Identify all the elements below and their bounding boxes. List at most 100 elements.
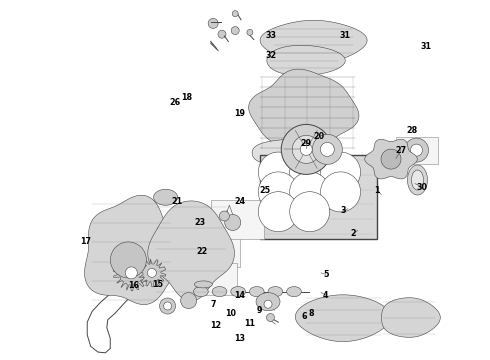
Circle shape <box>218 30 226 38</box>
Text: 9: 9 <box>257 306 263 315</box>
Text: 11: 11 <box>245 320 255 328</box>
Text: 26: 26 <box>170 98 181 107</box>
Circle shape <box>405 138 428 162</box>
Circle shape <box>290 152 330 192</box>
Polygon shape <box>382 298 441 337</box>
Polygon shape <box>248 69 359 154</box>
Text: 28: 28 <box>406 126 417 135</box>
Polygon shape <box>148 201 234 301</box>
Bar <box>396 137 438 164</box>
Text: 10: 10 <box>225 310 236 319</box>
Ellipse shape <box>287 287 301 297</box>
Circle shape <box>225 215 241 230</box>
Text: 30: 30 <box>417 183 428 192</box>
Ellipse shape <box>194 287 208 297</box>
Text: 32: 32 <box>266 51 277 60</box>
Bar <box>211 200 264 239</box>
Text: 1: 1 <box>374 186 380 195</box>
Bar <box>260 155 377 239</box>
Circle shape <box>411 144 422 156</box>
Text: 2: 2 <box>350 230 356 238</box>
Circle shape <box>320 143 334 156</box>
Circle shape <box>231 27 239 35</box>
Text: 24: 24 <box>235 197 245 206</box>
Polygon shape <box>252 139 340 167</box>
Circle shape <box>290 172 330 212</box>
Ellipse shape <box>412 170 423 190</box>
Text: 4: 4 <box>323 291 329 300</box>
Text: 18: 18 <box>182 93 193 102</box>
Circle shape <box>125 267 137 279</box>
Polygon shape <box>295 295 391 342</box>
Polygon shape <box>260 20 367 65</box>
Text: 21: 21 <box>172 197 183 206</box>
Text: 29: 29 <box>301 139 312 148</box>
Text: 12: 12 <box>210 320 221 330</box>
Text: 25: 25 <box>259 186 270 195</box>
Bar <box>184 233 240 267</box>
Ellipse shape <box>231 287 245 297</box>
Circle shape <box>160 298 175 314</box>
Circle shape <box>258 192 298 232</box>
Circle shape <box>110 242 147 278</box>
Text: 31: 31 <box>340 31 351 40</box>
Text: 5: 5 <box>323 270 329 279</box>
Circle shape <box>281 125 331 174</box>
Text: 19: 19 <box>235 109 245 118</box>
Text: 8: 8 <box>308 309 314 318</box>
Ellipse shape <box>268 287 283 297</box>
Text: 7: 7 <box>210 300 216 309</box>
Text: 16: 16 <box>128 281 139 290</box>
Circle shape <box>320 172 361 212</box>
Circle shape <box>247 30 253 35</box>
Polygon shape <box>138 259 166 287</box>
Circle shape <box>196 265 211 281</box>
Circle shape <box>312 134 343 165</box>
Circle shape <box>193 240 204 253</box>
Circle shape <box>264 300 272 308</box>
Text: 17: 17 <box>80 238 91 247</box>
Ellipse shape <box>212 287 227 297</box>
Text: 14: 14 <box>235 291 245 300</box>
Text: 20: 20 <box>313 132 324 141</box>
Text: 15: 15 <box>152 280 163 289</box>
Polygon shape <box>113 255 149 291</box>
Circle shape <box>267 314 274 321</box>
Circle shape <box>179 203 189 213</box>
Text: 33: 33 <box>266 31 277 40</box>
Polygon shape <box>154 189 177 205</box>
Polygon shape <box>267 45 345 76</box>
Ellipse shape <box>249 287 264 297</box>
Circle shape <box>200 250 212 262</box>
Text: 23: 23 <box>195 218 205 227</box>
Circle shape <box>208 18 218 28</box>
Circle shape <box>164 302 171 310</box>
Text: 3: 3 <box>340 206 346 215</box>
Circle shape <box>185 234 212 260</box>
Ellipse shape <box>408 165 427 195</box>
Circle shape <box>320 152 361 192</box>
Circle shape <box>288 35 295 43</box>
Circle shape <box>181 293 196 309</box>
Text: 6: 6 <box>301 312 307 321</box>
Circle shape <box>300 143 312 156</box>
Circle shape <box>209 240 221 253</box>
Circle shape <box>147 269 156 277</box>
Circle shape <box>258 172 298 212</box>
Text: 27: 27 <box>395 146 406 155</box>
Circle shape <box>292 135 320 163</box>
Polygon shape <box>85 195 184 305</box>
Bar <box>184 263 237 295</box>
Text: 22: 22 <box>196 247 207 256</box>
Polygon shape <box>256 293 280 311</box>
Circle shape <box>258 152 298 192</box>
Circle shape <box>232 11 238 17</box>
Circle shape <box>220 211 229 221</box>
Ellipse shape <box>195 281 212 288</box>
Circle shape <box>290 192 330 232</box>
Polygon shape <box>365 139 417 179</box>
Circle shape <box>201 234 228 260</box>
Text: 31: 31 <box>421 41 432 50</box>
Circle shape <box>381 149 401 169</box>
Text: 13: 13 <box>235 334 245 343</box>
